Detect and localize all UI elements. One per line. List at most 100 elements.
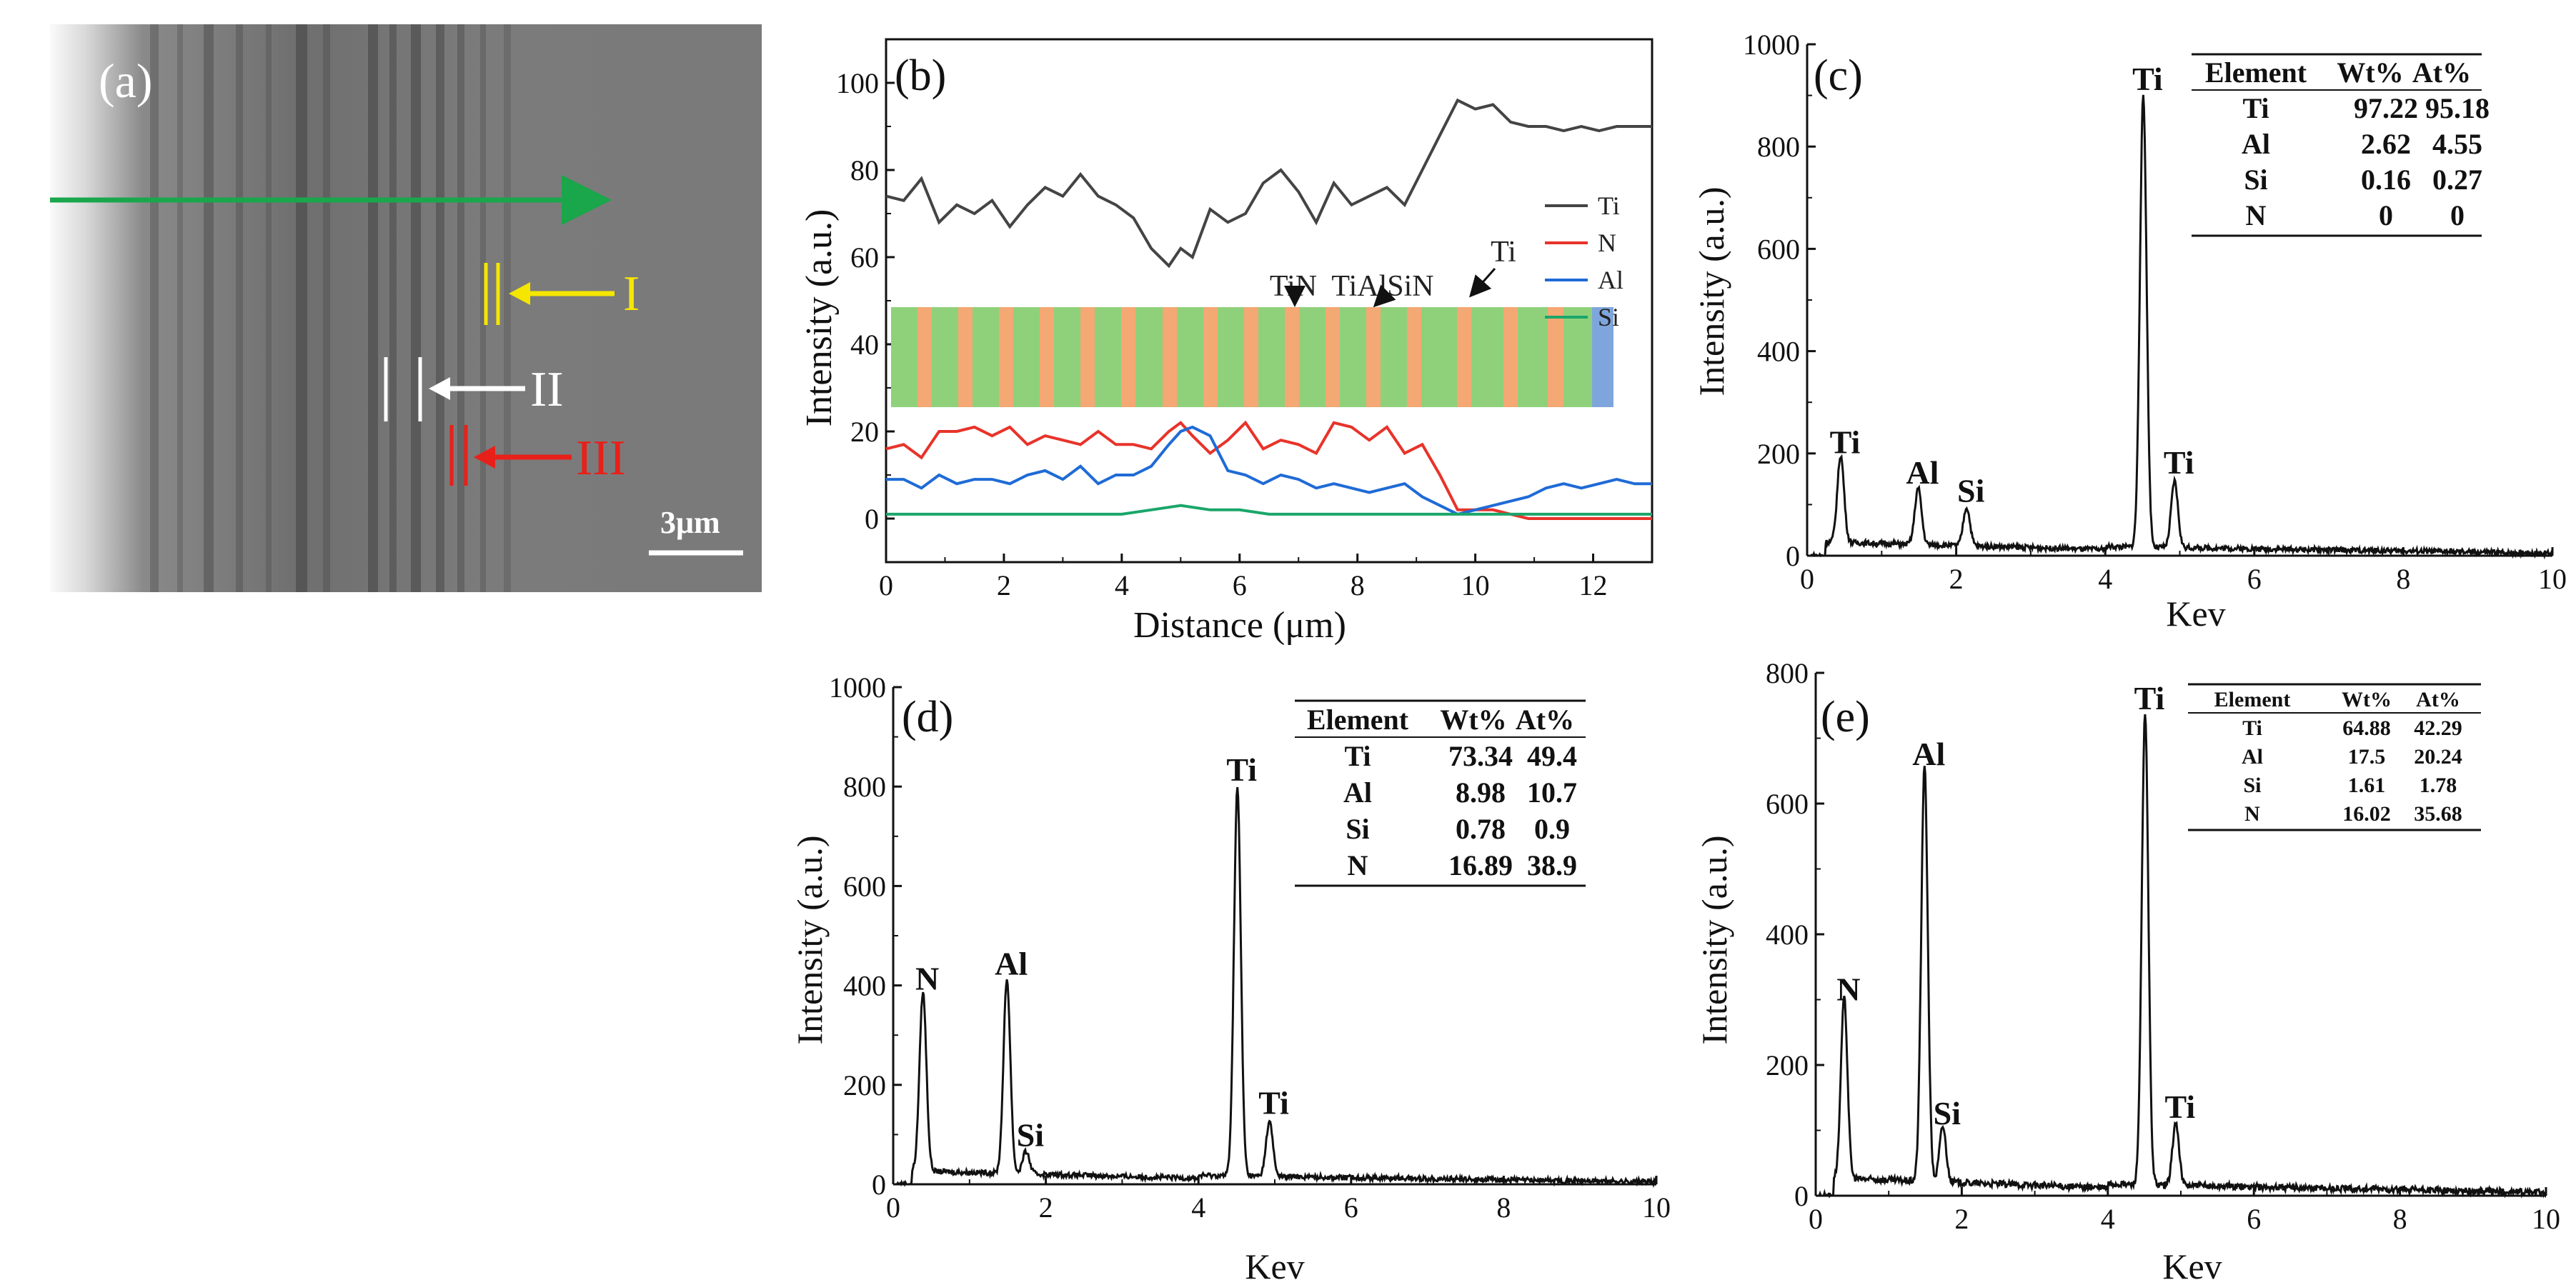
sem-band [204, 24, 214, 592]
layer-TiN [1299, 307, 1326, 407]
table-cell: Si [2244, 164, 2267, 196]
panel-d-composition-table: Element Wt% At% Ti 73.34 49.4 Al 8.98 10.7 Si 0.78… [1295, 699, 1586, 887]
layer-arrow-Ti [1469, 268, 1496, 298]
peak-label-Ti: Ti [2164, 444, 2194, 481]
layer-TiAlSiN [999, 307, 1013, 407]
layer-TiAlSiN [1203, 307, 1218, 407]
sem-band [436, 24, 444, 592]
table-cell: 1.61 [2348, 774, 2386, 797]
x-tick-label: 4 [2098, 563, 2112, 595]
x-tick-label: 10 [1461, 569, 1490, 601]
layer-TiN [1258, 307, 1285, 407]
table-cell: 4.55 [2432, 128, 2482, 160]
peak-label-Al: Al [1906, 454, 1939, 491]
table-header: At% [1516, 704, 1574, 736]
layer-TiAlSiN [1366, 307, 1381, 407]
y-tick-label: 0 [872, 1169, 886, 1201]
y-tick-label: 400 [1766, 919, 1809, 951]
legend-label-Ti: Ti [1598, 191, 1620, 220]
layer-TiAlSiN [1244, 307, 1258, 407]
x-tick-label: 10 [2532, 1203, 2560, 1235]
table-cell: 17.5 [2348, 745, 2386, 769]
table-cell: N [1348, 849, 1368, 881]
table-header: Wt% [1440, 704, 1506, 736]
y-tick-label: 200 [1766, 1049, 1809, 1081]
layer-TiN [1054, 307, 1080, 407]
table-header: Wt% [2337, 56, 2403, 89]
layer-TiN [932, 307, 958, 407]
panel-d-label: (d) [902, 693, 953, 741]
peak-label-N: N [1836, 971, 1860, 1007]
table-cell: N [2246, 199, 2267, 231]
legend-label-Al: Al [1598, 266, 1623, 294]
x-tick-label: 8 [2396, 563, 2410, 595]
x-tick-label: 2 [997, 569, 1011, 601]
sem-band [150, 24, 159, 592]
table-header: Element [2214, 688, 2291, 711]
layer-TiN [1135, 307, 1163, 407]
x-tick-label: 12 [1579, 569, 1608, 601]
x-tick-label: 8 [1496, 1191, 1511, 1224]
arrow-label-II: II [530, 362, 564, 417]
x-tick-label: 2 [1039, 1191, 1053, 1224]
y-tick-label: 100 [836, 67, 879, 99]
x-tick-label: 6 [2247, 563, 2262, 595]
layer-TiAlSiN [1407, 307, 1421, 407]
y-tick-label: 40 [850, 329, 879, 361]
sem-band [389, 24, 397, 592]
sem-background [50, 24, 762, 592]
panel-c-composition-table: Element Wt% At% Ti 97.22 95.18 Al 2.62 4.55 Si 0.1… [2192, 53, 2490, 237]
sem-layer-bands [150, 24, 511, 592]
table-cell: 1.78 [2420, 774, 2457, 797]
sem-band [296, 24, 307, 592]
table-header: Wt% [2342, 688, 2392, 711]
x-tick-label: 2 [1954, 1203, 1969, 1235]
x-tick-label: 4 [1115, 569, 1129, 601]
marker-II: II [384, 357, 564, 421]
layer-TiN [1177, 307, 1203, 407]
panel-b-label: (b) [895, 51, 946, 100]
table-cell: 38.9 [1527, 849, 1577, 881]
table-header: At% [2412, 56, 2471, 89]
panel-e-plot: 0 2 4 6 8 10 0 200 400 600 800 N Al Si Ti Ti [1766, 657, 2560, 1235]
sem-band [411, 24, 421, 592]
table-cell: 95.18 [2425, 92, 2490, 124]
panel-b-plot: 0 2 4 6 8 10 12 0 20 40 60 80 100 [836, 38, 1653, 601]
sem-band [504, 24, 511, 592]
table-cell: Si [1346, 813, 1369, 845]
layer-label-TiAlSiN: TiAlSiN [1331, 270, 1433, 303]
marker-III: III [449, 425, 626, 486]
sem-band [457, 24, 464, 592]
legend-label-N: N [1598, 229, 1616, 257]
sem-band [323, 24, 330, 592]
legend-label-Si: Si [1598, 303, 1619, 331]
x-tick-label: 6 [1233, 569, 1247, 601]
layer-stack-diagram [891, 307, 1613, 407]
panel-c-xlabel: Kev [2166, 594, 2225, 634]
series-line-Ti [885, 98, 1652, 269]
table-cell: 10.7 [1527, 776, 1577, 809]
table-cell: 0.27 [2432, 164, 2482, 196]
y-tick-label: 80 [850, 154, 879, 186]
arrow-label-I: I [623, 266, 640, 321]
table-cell: Ti [1344, 740, 1371, 772]
y-tick-label: 1000 [1743, 29, 1800, 61]
panel-c-plot: 0 2 4 6 8 10 0 200 400 600 800 1000 Ti Al Si Ti Ti [1743, 29, 2567, 595]
peak-label-Ti: Ti [2132, 61, 2163, 97]
layer-TiN [1471, 307, 1503, 407]
layer-TiN [1340, 307, 1366, 407]
table-header: Element [1307, 704, 1409, 736]
scale-bar-label: 3μm [660, 505, 720, 540]
y-tick-label: 0 [865, 503, 879, 535]
table-cell: 35.68 [2414, 802, 2462, 826]
y-tick-label: 200 [1757, 438, 1800, 470]
x-tick-label: 8 [2393, 1203, 2407, 1235]
x-tick-label: 4 [1191, 1191, 1205, 1224]
y-tick-label: 400 [1757, 336, 1800, 368]
table-cell: 0.16 [2361, 164, 2411, 196]
peak-label-Al: Al [1912, 736, 1945, 772]
layer-label-TiN: TiN [1270, 270, 1317, 303]
layer-TiAlSiN [1457, 307, 1471, 407]
